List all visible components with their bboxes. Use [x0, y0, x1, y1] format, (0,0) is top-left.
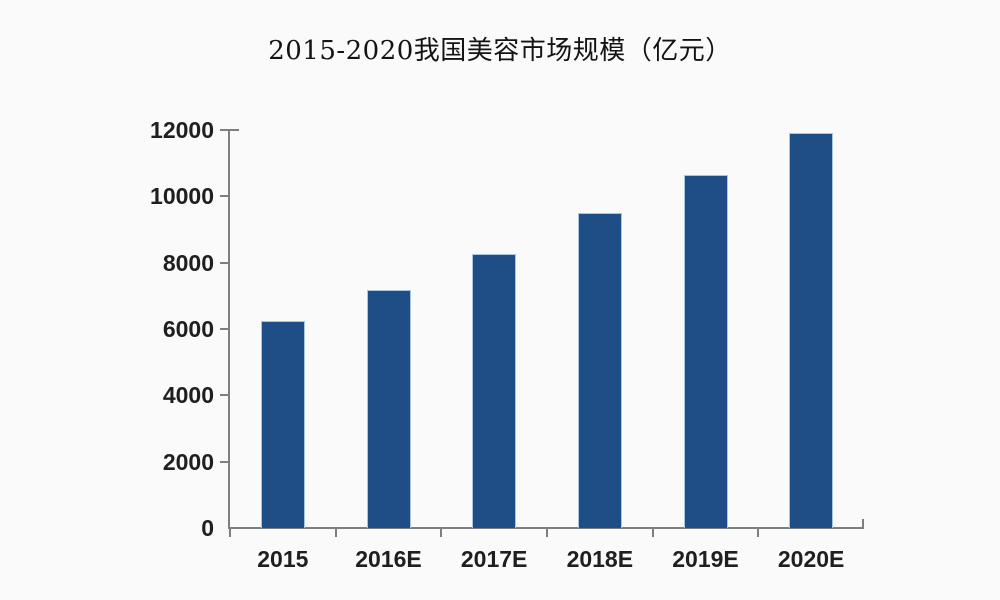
y-tick-mark-4000: [220, 394, 229, 397]
bar-2017E: [472, 254, 517, 528]
y-tick-mark-6000: [220, 328, 229, 330]
y-tick-label-0: 0: [201, 515, 214, 541]
bar-2019E: [683, 175, 728, 528]
x-tick-label-2020E: 2020E: [777, 546, 845, 572]
y-tick-label-6000: 6000: [162, 316, 214, 342]
y-tick-label-4000: 4000: [162, 382, 214, 409]
y-tick-label-2000: 2000: [162, 448, 214, 475]
x-tick-label-2017E: 2017E: [460, 546, 528, 572]
y-tick-mark-10000: [220, 195, 229, 198]
bar-2015: [260, 321, 305, 528]
x-axis-end-cap: [862, 519, 864, 528]
bar-2016E: [366, 289, 411, 528]
plot-area: [230, 130, 864, 528]
y-tick-mark-12000: [220, 129, 229, 131]
y-tick-label-8000: 8000: [162, 249, 214, 276]
x-axis-line: [228, 527, 864, 529]
y-tick-mark-8000: [220, 261, 229, 264]
x-tick-label-2016E: 2016E: [355, 546, 422, 572]
chart-title: 2015-2020我国美容市场规模（亿元）: [268, 36, 732, 66]
y-tick-label-12000: 12000: [150, 117, 214, 143]
x-tick-label-2018E: 2018E: [566, 546, 634, 572]
x-tick-mark-1: [334, 529, 337, 537]
x-tick-label-2019E: 2019E: [672, 546, 739, 572]
y-axis-end-cap: [230, 129, 239, 131]
bar-2018E: [577, 212, 622, 528]
bar-2020E: [789, 133, 834, 528]
x-tick-mark-3: [546, 529, 548, 537]
y-tick-label-10000: 10000: [150, 183, 214, 210]
y-tick-mark-2000: [220, 460, 229, 463]
x-tick-mark-2: [440, 529, 443, 537]
x-tick-mark-0: [229, 529, 231, 537]
x-tick-mark-5: [757, 529, 760, 537]
x-tick-mark-4: [651, 529, 654, 537]
x-tick-label-2015: 2015: [257, 546, 309, 572]
y-axis-line: [228, 129, 230, 528]
